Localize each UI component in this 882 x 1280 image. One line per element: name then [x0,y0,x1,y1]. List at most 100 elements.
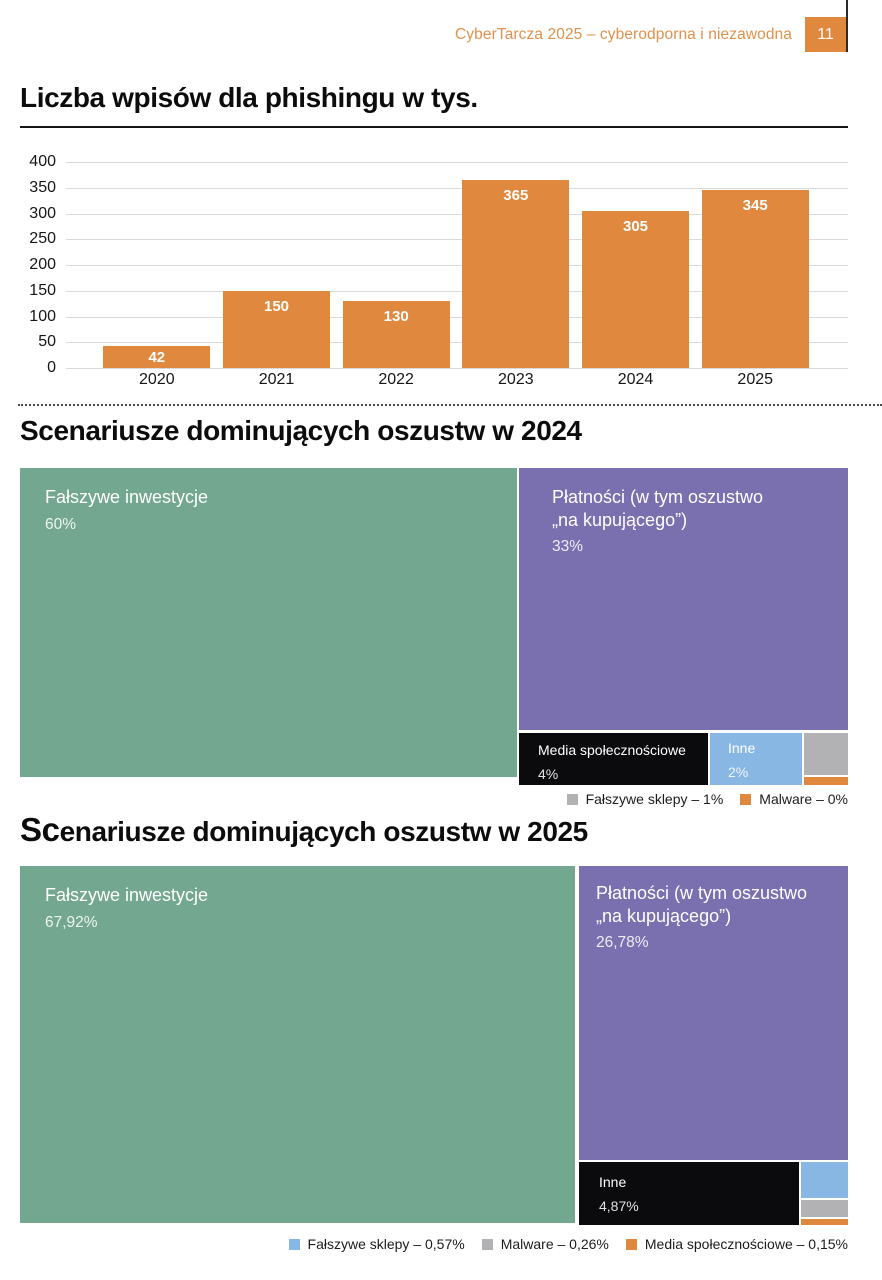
treemap-block-text: Fałszywe inwestycje 60% [45,486,511,534]
treemap-block-media-spolecznosciowe: Media społecznościowe 4% [519,733,708,785]
gridline [66,290,848,292]
treemap-block-falszywe-inwestycje: Fałszywe inwestycje 67,92% [20,866,575,1223]
y-tick-label: 400 [29,153,56,170]
treemap-block-value: 4% [538,765,559,782]
bar-value-label: 150 [263,297,290,315]
legend-item: Fałszywe sklepy – 1% [566,791,724,807]
bar-value-label: 42 [148,348,166,366]
page-header-title: CyberTarcza 2025 – cyberodporna i niezaw… [455,26,792,43]
legend-label: Media społecznościowe – 0,15% [644,1236,848,1252]
bar: 130 [342,301,450,369]
page-number-badge: 11 [805,17,846,52]
treemap-2025: Fałszywe inwestycje 67,92% Płatności (w ty… [20,865,848,1225]
y-tick-label: 350 [29,178,56,196]
x-tick-label: 2021 [258,371,295,388]
bar: 365 [462,180,570,368]
y-tick-label: 250 [29,230,56,248]
legend-label: Malware – 0,26% [500,1236,609,1252]
treemap-block-falszywe-sklepy [804,733,848,775]
treemap-block-value: 60% [45,515,77,533]
gridline [66,342,848,344]
bar: 42 [103,346,211,368]
treemap-block-text: Media społecznościowe 4% [538,742,702,782]
section-title-2025-rest: enariusze dominujących oszustw w 2025 [59,816,589,847]
title-rule [20,126,848,128]
treemap-block-name: Inne [599,1174,627,1190]
bar: 345 [701,190,809,368]
section-title-2025-lead: Sc [20,811,60,848]
x-tick-label: 2025 [737,371,774,388]
legend-swatch [740,793,752,805]
treemap-block-text: Fałszywe inwestycje 67,92% [45,884,569,932]
header-vertical-rule [846,0,848,52]
treemap-block-text: Inne 4,87% [599,1174,793,1214]
treemap-block-name: Media społecznościowe [538,742,686,758]
legend-swatch [288,1238,300,1250]
y-tick-label: 150 [29,281,56,299]
treemap-block-value: 2% [728,763,749,780]
treemap-block-text: Płatności (w tym oszustwo „na kupującego… [552,486,842,556]
treemap-block-text: Płatności (w tym oszustwo „na kupującego… [596,882,842,952]
legend-label: Malware – 0% [759,791,848,807]
y-tick-label: 50 [38,333,56,351]
treemap-block-name: Płatności (w tym oszustwo „na kupującego… [552,487,764,530]
y-tick-label: 200 [29,256,56,273]
bar-value-label: 130 [383,308,409,326]
treemap-block-platnosci: Płatności (w tym oszustwo „na kupującego… [519,468,848,730]
bar-value-label: 365 [503,187,529,204]
treemap-block-malware [804,777,848,785]
treemap-2024: Fałszywe inwestycje 60% Płatności (w tym o… [20,466,848,786]
legend-2024: Fałszywe sklepy – 1% Malware – 0% [20,791,848,807]
treemap-block-inne: Inne 4,87% [579,1162,799,1225]
treemap-block-malware [801,1200,848,1217]
treemap-block-value: 4,87% [599,1197,639,1214]
treemap-block-falszywe-sklepy [801,1162,848,1198]
bar-value-label: 345 [742,197,768,215]
gridline [66,265,848,266]
treemap-block-platnosci: Płatności (w tym oszustwo „na kupującego… [579,866,848,1160]
x-tick-label: 2020 [139,371,175,388]
treemap-block-falszywe-inwestycje: Fałszywe inwestycje 60% [20,468,517,777]
section-title-phishing: Liczba wpisów dla phishingu w tys. [20,82,478,113]
treemap-block-media-spolecznosciowe [801,1219,848,1225]
section-title-2025: Scenariusze dominujących oszustw w 2025 [20,811,588,849]
treemap-block-name: Fałszywe inwestycje [45,885,209,905]
legend-swatch [566,793,578,805]
gridline [66,368,848,369]
treemap-block-name: Inne [728,740,756,756]
gridline [66,162,848,163]
legend-item: Malware – 0,26% [481,1236,609,1252]
bar: 305 [582,210,689,368]
legend-item: Fałszywe sklepy – 0,57% [288,1236,465,1252]
legend-2025: Fałszywe sklepy – 0,57% Malware – 0,26% Me… [20,1236,848,1252]
legend-label: Fałszywe sklepy – 0,57% [307,1236,465,1252]
treemap-block-inne: Inne 2% [710,733,802,785]
legend-label: Fałszywe sklepy – 1% [585,791,724,807]
legend-swatch [481,1238,493,1250]
treemap-block-text: Inne 2% [728,740,796,780]
gridline [66,213,848,215]
y-tick-label: 300 [29,204,56,222]
y-tick-label: 0 [47,359,56,376]
legend-item: Media społecznościowe – 0,15% [625,1236,848,1252]
bar-chart: 0 50 100 150 200 250 300 350 400 42 2020 150 2021 130… [20,150,848,395]
gridline [66,316,848,318]
treemap-block-name: Płatności (w tym oszustwo „na kupującego… [596,883,808,926]
y-tick-label: 100 [29,307,56,325]
legend-swatch [625,1238,637,1250]
separator-dotted [18,404,882,406]
section-title-2024: Scenariusze dominujących oszustw w 2024 [20,415,582,446]
gridline [66,239,848,241]
gridline [66,187,848,189]
treemap-block-name: Fałszywe inwestycje [45,487,209,507]
legend-item: Malware – 0% [740,791,848,807]
x-tick-label: 2023 [498,371,534,388]
x-tick-label: 2024 [617,371,654,388]
treemap-block-value: 26,78% [596,934,649,951]
x-tick-label: 2022 [378,371,414,388]
treemap-block-value: 67,92% [45,913,98,931]
bar: 150 [223,290,330,369]
bar-value-label: 305 [622,217,649,235]
treemap-block-value: 33% [552,538,584,555]
